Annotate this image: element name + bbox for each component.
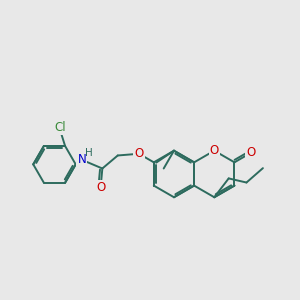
Text: O: O [134, 147, 144, 160]
Text: O: O [96, 181, 105, 194]
Text: Cl: Cl [54, 122, 66, 134]
Text: N: N [77, 153, 86, 166]
Text: O: O [210, 144, 219, 157]
Text: H: H [85, 148, 93, 158]
Text: O: O [246, 146, 255, 159]
